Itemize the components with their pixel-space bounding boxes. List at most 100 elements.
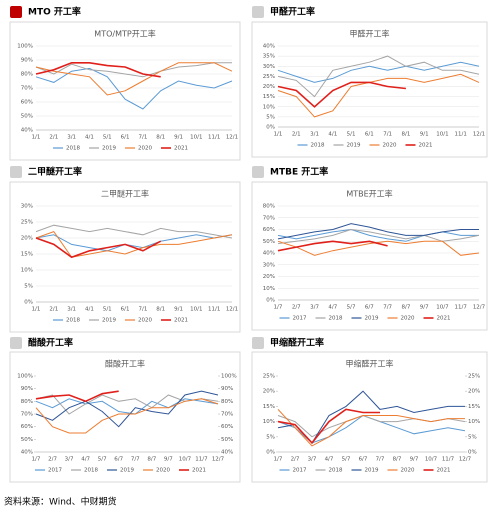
chart-frame xyxy=(251,351,488,483)
header-icon xyxy=(252,6,264,18)
legend-label: 2021 xyxy=(437,468,451,474)
panel-header: MTBE 开工率 xyxy=(270,166,328,178)
x-tick-label: 2/1 xyxy=(49,135,58,141)
series-line xyxy=(277,55,480,98)
x-tick-label: 6/7 xyxy=(114,457,123,463)
legend-label: 2018 xyxy=(311,143,325,149)
x-tick-label: 3/1 xyxy=(67,135,76,141)
x-tick-label: 1/1 xyxy=(32,307,41,313)
x-tick-label: 12/7 xyxy=(473,305,486,311)
series-line xyxy=(277,61,480,83)
x-tick-label: 7/7 xyxy=(376,457,385,463)
y-tick-label: 70% xyxy=(263,215,275,221)
y2-tick-label: 20% xyxy=(468,389,480,395)
legend-label: 2021 xyxy=(419,143,433,149)
legend-label: 2018 xyxy=(84,468,98,474)
series-line xyxy=(277,228,479,242)
y-tick-label: 10% xyxy=(21,268,33,274)
legend-label: 2018 xyxy=(66,318,80,324)
legend-label: 2017 xyxy=(293,468,307,474)
series-line xyxy=(35,398,219,415)
header-icon xyxy=(252,166,264,178)
y2-tick-label: 25% xyxy=(468,374,480,380)
y-tick-label: 10% xyxy=(263,104,275,110)
y-tick-label: 20% xyxy=(263,84,275,90)
legend-label: 2018 xyxy=(329,316,343,322)
x-tick-label: 6/1 xyxy=(121,135,130,141)
x-tick-label: 3/1 xyxy=(310,132,319,138)
y-tick-label: 25% xyxy=(263,74,275,80)
legend-label: 2019 xyxy=(102,146,116,152)
x-tick-label: 8/1 xyxy=(156,307,165,313)
y-tick-label: 0% xyxy=(266,450,275,456)
y-tick-label: 30% xyxy=(21,204,33,210)
x-tick-label: 8/7 xyxy=(147,457,156,463)
x-tick-label: 9/7 xyxy=(164,457,173,463)
x-tick-label: 2/7 xyxy=(292,305,301,311)
x-tick-label: 11/7 xyxy=(442,457,455,463)
x-tick-label: 10/7 xyxy=(425,457,438,463)
legend-label: 2020 xyxy=(383,143,397,149)
legend-label: 2021 xyxy=(437,316,451,322)
x-tick-label: 8/1 xyxy=(401,132,410,138)
chart-title: MTO/MTP开工率 xyxy=(94,29,155,39)
x-tick-label: 11/7 xyxy=(195,457,208,463)
x-tick-label: 1/7 xyxy=(274,305,283,311)
y-tick-label: 40% xyxy=(263,251,275,257)
y-tick-label: 100% xyxy=(17,374,33,380)
chart-title: 二甲醚开工率 xyxy=(101,189,149,199)
x-tick-label: 9/1 xyxy=(174,135,183,141)
x-tick-label: 7/7 xyxy=(131,457,140,463)
series-line xyxy=(35,237,162,259)
y-tick-label: 40% xyxy=(21,128,33,134)
x-tick-label: 5/1 xyxy=(347,132,356,138)
y-tick-label: 80% xyxy=(263,204,275,210)
y-tick-label: 30% xyxy=(263,64,275,70)
y-tick-label: 100% xyxy=(17,44,33,50)
x-tick-label: 5/1 xyxy=(103,307,112,313)
y2-tick-label: 15% xyxy=(468,404,480,410)
x-tick-label: 5/1 xyxy=(103,135,112,141)
y-tick-label: 25% xyxy=(21,220,33,226)
series-line xyxy=(35,390,119,403)
series-line xyxy=(35,62,161,78)
x-tick-label: 5/7 xyxy=(347,305,356,311)
x-tick-label: 7/7 xyxy=(383,305,392,311)
y-tick-label: 20% xyxy=(263,389,275,395)
y-tick-label: 35% xyxy=(263,54,275,60)
chart-title: 甲缩醛开工率 xyxy=(346,359,394,369)
series-line xyxy=(277,240,480,256)
y2-tick-label: 40% xyxy=(221,450,233,456)
x-tick-label: 6/7 xyxy=(359,457,368,463)
y-tick-label: 60% xyxy=(21,100,33,106)
legend-label: 2020 xyxy=(138,146,152,152)
x-tick-label: 4/1 xyxy=(85,135,94,141)
x-tick-label: 10/1 xyxy=(190,135,202,141)
legend-label: 2020 xyxy=(401,468,415,474)
panel-header: 醋酸开工率 xyxy=(28,337,73,349)
legend-label: 2021 xyxy=(192,468,206,474)
x-tick-label: 10/1 xyxy=(190,307,202,313)
x-tick-label: 6/1 xyxy=(365,132,374,138)
series-line xyxy=(35,234,233,252)
y-tick-label: 10% xyxy=(263,286,275,292)
x-tick-label: 12/1 xyxy=(226,135,238,141)
panel-header: MTO 开工率 xyxy=(28,6,81,18)
y-tick-label: 5% xyxy=(24,284,33,290)
y2-tick-label: 60% xyxy=(221,424,233,430)
y-tick-label: 15% xyxy=(21,252,33,258)
legend-label: 2017 xyxy=(293,316,307,322)
y2-tick-label: 100% xyxy=(221,374,237,380)
y-tick-label: 50% xyxy=(21,114,33,120)
x-tick-label: 3/7 xyxy=(308,457,317,463)
x-tick-label: 9/7 xyxy=(420,305,429,311)
x-tick-label: 6/7 xyxy=(365,305,374,311)
series-line xyxy=(35,398,219,434)
header-icon xyxy=(10,337,22,349)
x-tick-label: 4/7 xyxy=(81,457,90,463)
x-tick-label: 11/1 xyxy=(208,307,220,313)
y-tick-label: 90% xyxy=(21,58,33,64)
source-note: 资料来源：Wind、中财期货 xyxy=(4,496,117,508)
x-tick-label: 12/7 xyxy=(212,457,225,463)
